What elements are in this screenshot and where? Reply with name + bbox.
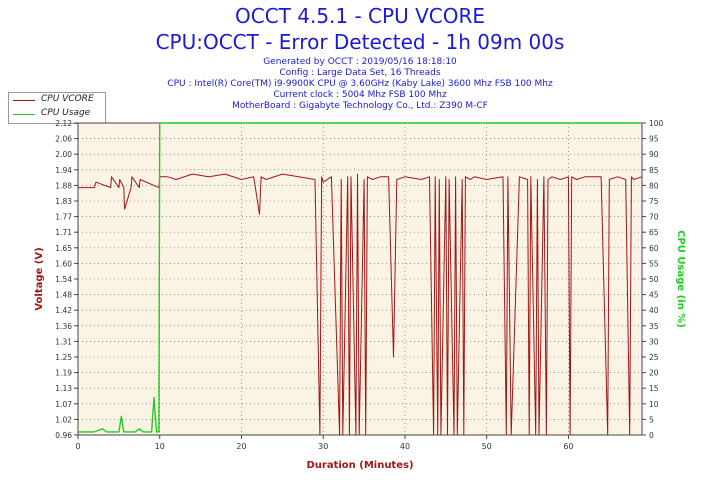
y2-axis-label: CPU Usage (in %) <box>675 230 686 328</box>
vcore-line <box>78 173 643 436</box>
y-tick-label: 1.42 <box>55 306 72 315</box>
x-tick-label: 20 <box>236 442 246 451</box>
y-axis-label: Voltage (V) <box>34 247 45 310</box>
y-tick-label: 2.06 <box>55 135 72 144</box>
y2-tick-label: 80 <box>649 181 659 190</box>
y2-tick-label: 40 <box>649 306 659 315</box>
y-tick-label: 1.83 <box>55 197 72 206</box>
y2-tick-label: 15 <box>649 384 659 393</box>
y2-tick-label: 60 <box>649 244 659 253</box>
legend-swatch-vcore <box>13 100 35 101</box>
y2-tick-label: 30 <box>649 337 659 346</box>
y2-tick-label: 25 <box>649 353 659 362</box>
x-axis-label: Duration (Minutes) <box>306 460 413 471</box>
y2-tick-label: 70 <box>649 213 659 222</box>
x-tick-label: 10 <box>155 442 165 451</box>
series-layer <box>78 122 643 436</box>
y2-tick-label: 50 <box>649 275 659 284</box>
chart-title: OCCT 4.5.1 - CPU VCORE <box>234 4 485 28</box>
legend-label-usage: CPU Usage <box>41 108 91 118</box>
y-tick-label: 1.54 <box>55 275 72 284</box>
info-cpu: CPU : Intel(R) Core(TM) i9-9900K CPU @ 3… <box>167 79 553 89</box>
y2-tick-label: 90 <box>649 150 659 159</box>
x-tick-label: 40 <box>400 442 410 451</box>
y2-tick-label: 55 <box>649 259 659 268</box>
y2-tick-label: 20 <box>649 369 659 378</box>
info-generated: Generated by OCCT : 2019/05/16 18:18:10 <box>263 57 457 67</box>
info-config: Config : Large Data Set, 16 Threads <box>279 68 441 78</box>
y-tick-label: 2.00 <box>55 150 72 159</box>
y2-tick-label: 45 <box>649 291 659 300</box>
y2-tick-label: 65 <box>649 228 659 237</box>
axes: 0.96 1.02 1.07 1.13 1.19 1.25 1.31 1.36 1.42 1.48… <box>55 119 663 451</box>
y-tick-label: 1.88 <box>55 181 72 190</box>
y-tick-label: 1.07 <box>55 400 72 409</box>
y2-tick-label: 100 <box>649 119 664 128</box>
y2-tick-label: 95 <box>649 135 659 144</box>
y2-tick-label: 85 <box>649 166 659 175</box>
info-clock: Current clock : 5004 Mhz FSB 100 Mhz <box>273 90 447 100</box>
info-motherboard: MotherBoard : Gigabyte Technology Co., L… <box>232 101 488 111</box>
y-tick-label: 0.96 <box>55 431 72 440</box>
y-tick-label: 2.12 <box>55 119 72 128</box>
chart-legend: CPU VCORE CPU Usage <box>8 92 106 124</box>
y2-tick-label: 5 <box>649 415 654 424</box>
chart-subtitle: CPU:OCCT - Error Detected - 1h 09m 00s <box>155 30 565 54</box>
y-tick-label: 1.13 <box>55 384 72 393</box>
y-tick-label: 1.02 <box>55 415 72 424</box>
y-tick-label: 1.60 <box>55 259 72 268</box>
y-tick-label: 1.77 <box>55 213 72 222</box>
y-tick-label: 1.31 <box>55 337 72 346</box>
x-tick-label: 30 <box>318 442 328 451</box>
y-tick-label: 1.36 <box>55 322 72 331</box>
y2-tick-label: 10 <box>649 400 659 409</box>
legend-swatch-usage <box>13 114 35 115</box>
y2-tick-label: 0 <box>649 431 654 440</box>
y2-tick-label: 35 <box>649 322 659 331</box>
y-tick-label: 1.65 <box>55 244 72 253</box>
x-tick-label: 60 <box>563 442 573 451</box>
y-tick-label: 1.25 <box>55 353 72 362</box>
x-tick-label: 0 <box>75 442 80 451</box>
y-tick-label: 1.48 <box>55 291 72 300</box>
usage-line <box>78 122 642 433</box>
x-tick-label: 50 <box>482 442 492 451</box>
y2-tick-label: 75 <box>649 197 659 206</box>
legend-label-vcore: CPU VCORE <box>41 94 94 104</box>
y-tick-label: 1.94 <box>55 166 72 175</box>
y-tick-label: 1.71 <box>55 228 72 237</box>
y-tick-label: 1.19 <box>55 369 72 378</box>
